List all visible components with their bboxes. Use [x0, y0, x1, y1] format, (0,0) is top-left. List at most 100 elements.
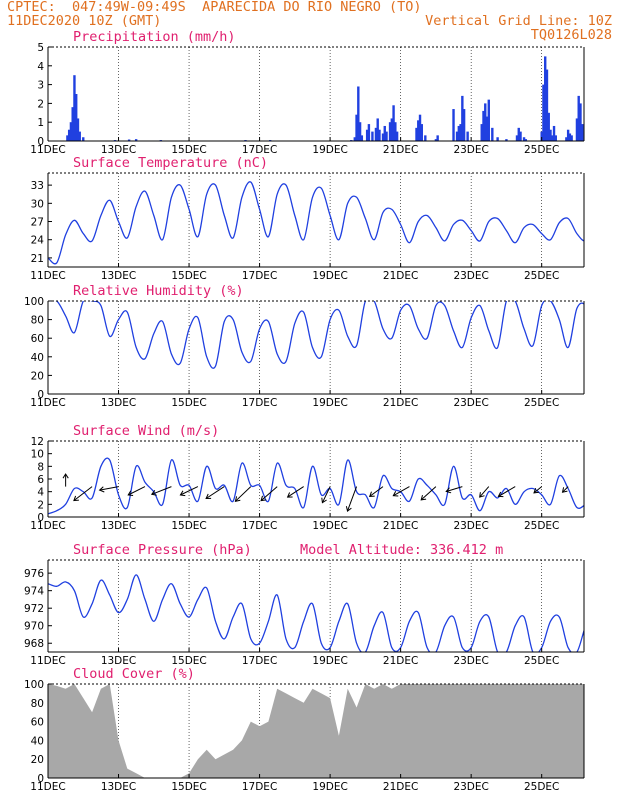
precip-bar [73, 75, 76, 141]
wind-vector [321, 486, 331, 503]
precip-bar [519, 131, 522, 141]
humidity-panel: 0 20 40 60 80 100 11DEC 13DEC 15DEC 17DEC 19DEC 21D… [24, 283, 585, 409]
precip-bar [371, 131, 374, 141]
chart-header: CPTEC: 047:49W-09:49S APARECIDA DO RIO N… [0, 0, 618, 48]
wind-vector-head [286, 492, 293, 498]
precip-bar [551, 135, 554, 141]
y-tick-label: 4 [37, 61, 44, 73]
precip-bar [374, 127, 378, 141]
cloud-title: Cloud Cover (%) [73, 666, 195, 682]
wind-vector-head [150, 489, 157, 496]
wind-vector-head [73, 495, 79, 502]
precip-bar [358, 122, 362, 141]
wind-vector [533, 486, 543, 494]
precip-bar [388, 122, 392, 141]
precip-bar [565, 137, 568, 141]
wind-vector [73, 486, 93, 501]
precip-bar [365, 129, 369, 141]
x-tick-label: 21DEC [383, 270, 418, 282]
precip-bar [82, 137, 85, 141]
precip-bar [487, 99, 490, 141]
precip-bar [485, 116, 489, 141]
y-tick-label: 0 [37, 512, 44, 524]
precip-bar [78, 131, 81, 141]
precipitation-panel: 0 1 2 3 4 5 11DEC 13DEC 15DEC 17DEC 19DEC 21DEC 23DE… [30, 29, 585, 156]
precip-bar [455, 131, 459, 141]
precip-bar [581, 124, 584, 141]
wind-vector-head [98, 486, 105, 493]
x-tick-label: 17DEC [242, 781, 277, 793]
x-tick-label: 17DEC [242, 270, 277, 282]
precip-bar [549, 129, 552, 141]
wind-vector-head [479, 492, 485, 498]
precip-bar [544, 56, 547, 141]
wind-vector-head [561, 487, 568, 493]
x-tick-label: 25DEC [524, 655, 559, 667]
pressure-title: Surface Pressure (hPa) [73, 542, 252, 558]
cloud-area [48, 684, 584, 778]
precip-bar [67, 129, 71, 141]
precip-bar [570, 135, 573, 141]
wind-vector [369, 486, 384, 497]
y-tick-label: 0 [37, 773, 44, 785]
precip-bar [505, 139, 508, 141]
plot-data [48, 181, 584, 265]
precip-bar [579, 103, 582, 141]
precip-bar [434, 139, 438, 141]
cloud-panel: 0 20 40 60 80 100 11DEC 13DEC 15DEC 17DEC 19DEC 21D… [24, 666, 585, 793]
x-tick-label: 21DEC [383, 397, 418, 409]
precip-bar [459, 124, 462, 141]
precip-bar [547, 112, 550, 141]
plot-data [48, 301, 584, 369]
x-tick-label: 23DEC [453, 144, 488, 156]
x-tick-label: 25DEC [524, 270, 559, 282]
precip-bar [575, 118, 579, 141]
y-tick-label: 21 [31, 253, 44, 265]
x-tick-label: 11DEC [30, 270, 65, 282]
precip-bar [360, 135, 364, 141]
x-tick-label: 19DEC [312, 144, 347, 156]
wind-vector [180, 486, 199, 496]
y-tick-label: 20 [31, 754, 44, 766]
y-tick-label: 20 [31, 370, 44, 382]
x-tick-label: 11DEC [30, 144, 65, 156]
y-tick-label: 4 [37, 487, 44, 499]
y-tick-label: 30 [31, 198, 44, 210]
wind-vector-head [205, 493, 212, 500]
x-tick-label: 13DEC [101, 144, 136, 156]
y-tick-label: 10 [31, 449, 44, 461]
precip-bar [415, 127, 418, 141]
x-tick-label: 25DEC [524, 781, 559, 793]
y-tick-label: 8 [37, 461, 44, 473]
precip-bar [496, 137, 499, 141]
precip-bar [540, 131, 543, 141]
precip-bar [127, 139, 131, 141]
wind-title: Surface Wind (m/s) [73, 423, 219, 439]
wind-vector [498, 486, 516, 497]
x-tick-label: 13DEC [101, 655, 136, 667]
y-tick-label: 974 [24, 586, 44, 598]
precip-bar [577, 95, 580, 141]
precip-bar [554, 135, 557, 141]
wind-vector [287, 486, 304, 498]
x-tick-label: 19DEC [312, 781, 347, 793]
y-tick-label: 100 [24, 296, 44, 308]
precip-bar [353, 137, 356, 141]
run-datetime: 11DEC2020 10Z (GMT) [7, 13, 162, 29]
x-tick-label: 15DEC [171, 144, 206, 156]
y-tick-label: 60 [31, 717, 44, 729]
y-tick-label: 12 [31, 436, 44, 448]
precip-bar [484, 103, 487, 141]
humidity-title: Relative Humidity (%) [73, 283, 244, 299]
precip-bar [385, 131, 388, 141]
x-tick-label: 11DEC [30, 655, 65, 667]
wind-vector [260, 486, 278, 501]
x-tick-label: 19DEC [312, 655, 347, 667]
y-tick-label: 27 [31, 217, 44, 229]
plot-data [66, 56, 584, 141]
wind-vector [420, 486, 437, 501]
x-tick-label: 25DEC [524, 520, 559, 532]
wind-vector-head [345, 506, 352, 512]
precip-bar [367, 124, 371, 141]
precip-bar [357, 86, 360, 141]
